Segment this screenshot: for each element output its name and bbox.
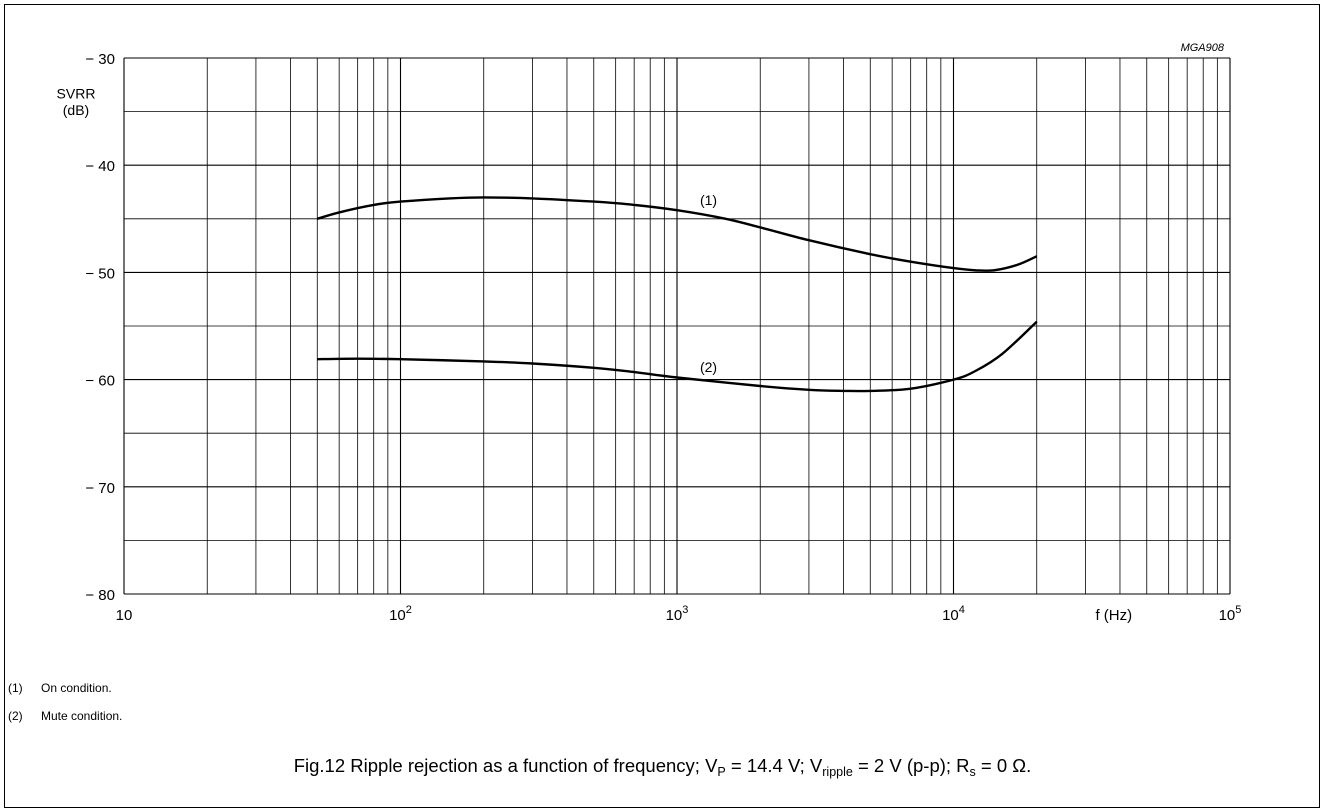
caption-part-d: = 0 Ω. (975, 755, 1032, 776)
y-tick-label: − 80 (85, 587, 115, 604)
series-2-label: (2) (700, 359, 717, 375)
y-axis-title: SVRR (57, 86, 96, 102)
note-1-text: On condition. (41, 681, 112, 695)
y-tick-label: − 60 (85, 373, 115, 390)
grid-major (123, 57, 1231, 595)
caption-sub-ripple: ripple (822, 765, 853, 779)
note-2-number: (2) (8, 709, 23, 723)
x-tick-label: 102 (389, 604, 412, 624)
series-2-curve (317, 320, 1038, 393)
figure-frame (4, 4, 1320, 808)
note-2: (2) Mute condition. (8, 709, 122, 723)
y-tick-label: − 30 (85, 51, 115, 68)
x-axis-title: f (Hz) (1095, 607, 1132, 624)
caption-part-a: Fig.12 Ripple rejection as a function of… (293, 755, 718, 776)
note-1: (1) On condition. (8, 681, 112, 695)
y-tick-label: − 70 (85, 480, 115, 497)
x-tick-label: 103 (666, 604, 689, 624)
curves (316, 196, 1038, 393)
figure-code: MGA908 (1181, 42, 1225, 54)
caption-sub-p: P (717, 765, 726, 779)
note-2-text: Mute condition. (41, 709, 123, 723)
y-axis-unit: (dB) (63, 102, 89, 118)
y-tick-label: − 40 (85, 158, 115, 175)
y-tick-label: − 50 (85, 265, 115, 282)
series-1-label: (1) (700, 192, 717, 208)
figure-caption: Fig.12 Ripple rejection as a function of… (0, 755, 1325, 779)
caption-part-c: = 2 V (p-p); R (852, 755, 970, 776)
note-1-number: (1) (8, 681, 23, 695)
series-1-curve (316, 196, 1038, 272)
x-tick-label: 105 (1219, 604, 1242, 624)
caption-part-b: = 14.4 V; V (725, 755, 823, 776)
x-tick-label: 10 (116, 607, 133, 624)
caption-sub-s: s (969, 765, 976, 779)
x-tick-label: 104 (942, 604, 965, 624)
